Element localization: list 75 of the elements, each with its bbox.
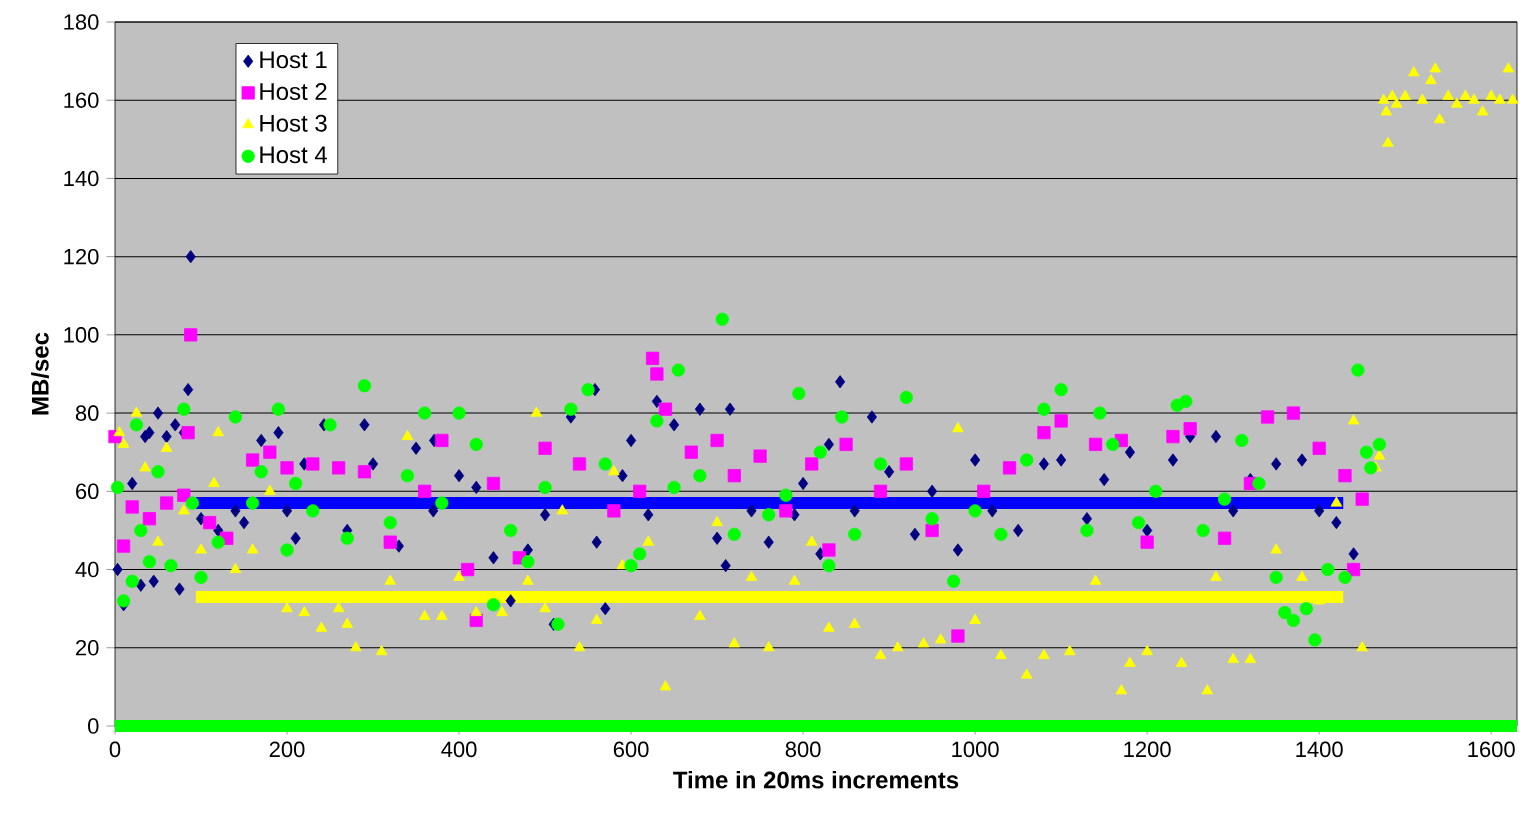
point (899, 457, 913, 471)
point (1355, 492, 1369, 506)
point (839, 437, 853, 451)
x-tick-label: 800 (785, 741, 821, 758)
point (645, 351, 660, 365)
point (925, 523, 939, 538)
point (263, 445, 277, 459)
point (779, 504, 793, 518)
point (177, 488, 191, 502)
point (280, 461, 294, 475)
point (203, 516, 217, 530)
point (710, 433, 724, 448)
y-tick-label: 0 (88, 718, 99, 734)
point (184, 328, 198, 342)
point (607, 504, 621, 518)
x-tick-label: 600 (613, 741, 649, 758)
x-tick-label: 1600 (1468, 741, 1515, 758)
point (822, 543, 836, 557)
point (633, 484, 647, 498)
legend-label: Host 1 (260, 51, 327, 69)
y-tick-label: 140 (64, 170, 99, 187)
x-axis-title: Time in 20ms increments (673, 770, 959, 789)
y-tick-label: 80 (75, 405, 99, 421)
y-tick-label: 60 (76, 483, 99, 500)
x-tick-label: 0 (109, 741, 121, 758)
point (1217, 531, 1232, 545)
point (805, 457, 819, 471)
point (977, 484, 991, 498)
y-tick-label: 180 (64, 14, 99, 30)
point (246, 453, 260, 467)
point (873, 484, 888, 498)
point (1088, 437, 1103, 451)
point (486, 476, 501, 491)
legend-label: Host 2 (260, 83, 327, 100)
y-axis-title: MB/sec (31, 332, 49, 415)
point (650, 367, 664, 381)
point (1002, 461, 1017, 475)
y-tick-label: 20 (76, 640, 99, 656)
point (461, 562, 475, 577)
point (1312, 441, 1326, 455)
y-tick-label: 160 (64, 92, 99, 108)
point (125, 500, 139, 514)
y-tick-label: 120 (64, 248, 99, 265)
legend-label: Host 4 (260, 146, 328, 164)
point (1286, 406, 1300, 420)
x-tick-label: 1200 (1124, 741, 1171, 758)
point (658, 402, 673, 416)
point (160, 496, 174, 510)
point (332, 461, 346, 475)
point (1260, 410, 1275, 424)
point (306, 457, 320, 471)
point (1037, 426, 1051, 440)
y-tick-label: 100 (64, 327, 99, 343)
x-tick-label: 200 (269, 741, 305, 758)
y-tick-label: 40 (75, 561, 99, 578)
point (538, 441, 552, 455)
point (572, 457, 587, 471)
point (1166, 429, 1180, 444)
point (142, 512, 157, 526)
point (383, 535, 397, 549)
point (951, 629, 965, 643)
point (684, 445, 698, 459)
point (727, 469, 741, 483)
point (418, 484, 432, 498)
point (1140, 535, 1154, 549)
x-tick-label: 400 (441, 741, 477, 758)
x-tick-label: 1400 (1296, 741, 1343, 758)
point (181, 426, 195, 440)
point (753, 449, 767, 463)
point (1338, 469, 1352, 483)
legend-label: Host 3 (260, 114, 327, 132)
point (117, 539, 131, 553)
x-tick-label: 1000 (952, 741, 999, 758)
point (357, 465, 372, 479)
point (1054, 414, 1068, 428)
